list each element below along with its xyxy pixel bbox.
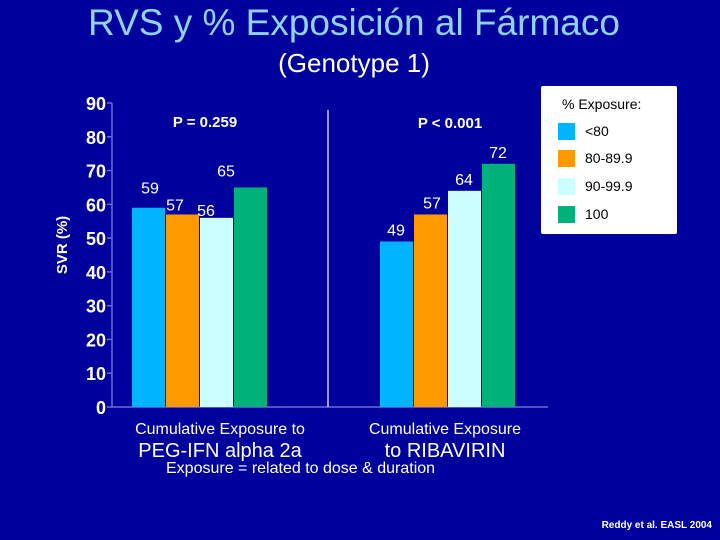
bar-value-label: 59 [141,181,159,198]
y-tick-label: 50 [86,229,106,249]
category-label-line2: PEG-IFN alpha 2a [138,440,302,462]
y-axis-label: SVR (%) [54,216,71,274]
y-tick-label: 20 [86,330,106,350]
footnote: Exposure = related to dose & duration [166,460,436,477]
bar-value-label: 56 [197,203,215,220]
bar-value-label: 57 [166,197,184,214]
bar [448,190,481,407]
bar [200,217,233,407]
y-tick-label: 40 [86,263,106,283]
bar-value-label: 57 [423,195,441,212]
y-tick-label: 30 [86,297,106,317]
category-label-line2: to RIBAVIRIN [384,440,506,462]
y-tick-label: 60 [86,195,106,215]
bar-value-label: 49 [387,222,405,239]
legend-swatch [558,206,575,223]
bar-value-label: 72 [489,145,507,162]
bar-value-label: 65 [217,163,235,180]
p-value-label: P = 0.259 [173,114,237,131]
legend-label: 80-89.9 [585,150,633,166]
bar [380,241,413,407]
legend-label: <80 [585,123,609,139]
y-tick-label: 90 [86,94,106,114]
category-label-line1: Cumulative Exposure to [135,421,305,438]
legend: % Exposure: <80 80-89.9 90-99.9 100 [541,86,677,234]
y-tick-label: 0 [96,398,106,418]
y-tick-label: 70 [86,162,106,182]
legend-swatch [558,123,575,140]
bar [166,214,199,407]
y-tick-label: 80 [86,128,106,148]
p-value-label: P < 0.001 [418,115,482,132]
legend-label: 100 [585,206,609,222]
bar [234,187,267,407]
category-label-line1: Cumulative Exposure [368,421,522,438]
legend-label: 90-99.9 [585,178,633,194]
legend-title: % Exposure: [562,96,642,112]
bar [132,207,165,407]
chart-title: RVS y % Exposición al Fármaco [88,2,620,43]
chart-subtitle: (Genotype 1) [278,48,430,78]
bar-value-label: 64 [455,172,473,189]
legend-swatch [558,150,575,167]
bar [482,163,515,407]
citation: Reddy et al. EASL 2004 [601,520,712,531]
y-tick-label: 10 [86,364,106,384]
bar [414,214,447,407]
legend-swatch [558,178,575,195]
